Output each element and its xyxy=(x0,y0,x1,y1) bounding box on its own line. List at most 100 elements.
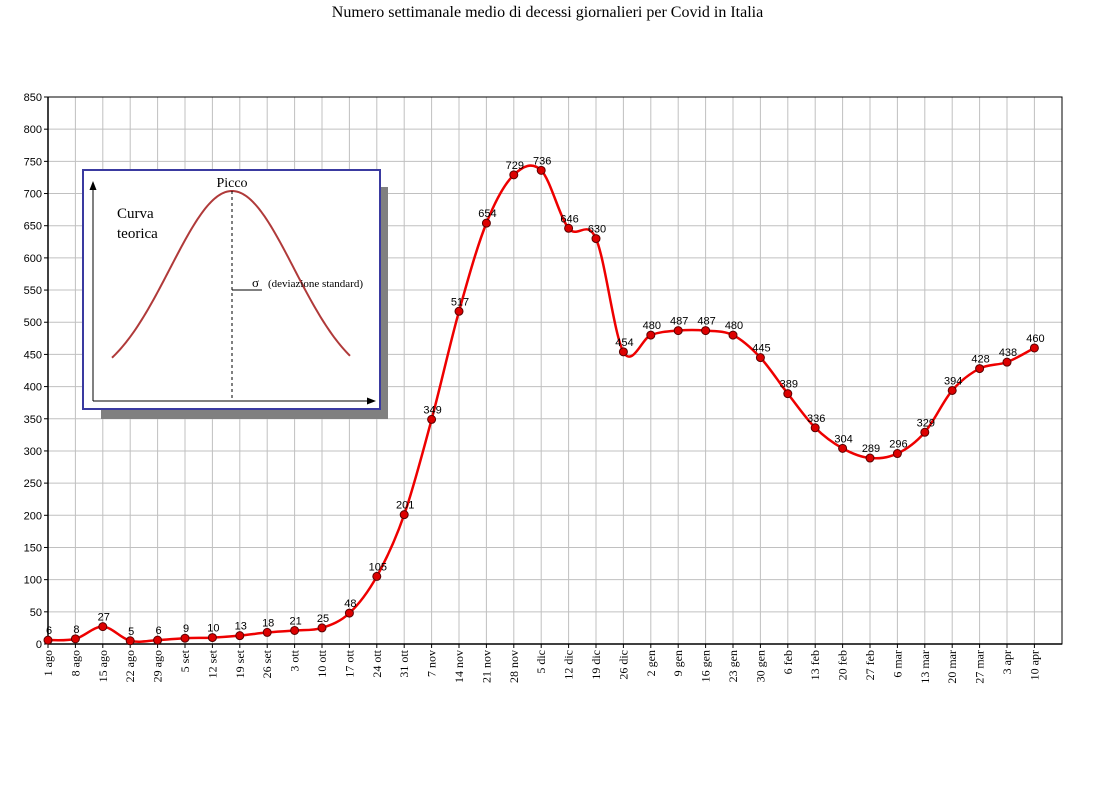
data-label: 6 xyxy=(156,625,162,637)
data-point xyxy=(810,423,820,433)
data-label: 454 xyxy=(615,337,633,349)
data-label: 646 xyxy=(560,213,578,225)
data-point xyxy=(838,443,848,453)
data-point xyxy=(372,571,382,581)
y-tick-label: 400 xyxy=(24,382,42,394)
data-label: 445 xyxy=(752,343,770,355)
data-point xyxy=(947,385,957,395)
data-label: 25 xyxy=(317,613,329,625)
x-tick-label: 3 ott xyxy=(288,649,302,671)
y-tick-label: 750 xyxy=(24,156,42,168)
x-tick-label: 20 mar xyxy=(945,650,959,684)
x-tick-label: 27 feb xyxy=(863,650,877,680)
x-tick-label: 31 ott xyxy=(397,649,411,677)
data-label: 428 xyxy=(971,354,989,366)
x-tick-label: 20 feb xyxy=(836,650,850,680)
data-label: 480 xyxy=(643,320,661,332)
data-point xyxy=(564,223,574,233)
data-point xyxy=(536,165,546,175)
x-tick-label: 22 ago xyxy=(123,650,137,682)
x-tick-label: 26 dic xyxy=(616,650,630,680)
data-point xyxy=(207,633,217,643)
data-label: 438 xyxy=(999,347,1017,359)
x-tick-labels: 1 ago 8 ago 15 ago 22 ago 29 ago 5 set 12 set 1… xyxy=(41,649,1041,683)
data-label: 9 xyxy=(183,623,189,635)
x-tick-label: 13 mar xyxy=(918,650,932,684)
data-label: 349 xyxy=(423,404,441,416)
data-labels: 6 8 27 5 6 9 10 13 18 21 25 48 105 201 349 517 654 729 736… xyxy=(46,155,1045,637)
data-point xyxy=(1029,343,1039,353)
y-tick-label: 50 xyxy=(30,607,42,619)
data-label: 296 xyxy=(889,439,907,451)
y-tick-label: 800 xyxy=(24,124,42,136)
data-point xyxy=(481,218,491,228)
y-tick-label: 150 xyxy=(24,542,42,554)
x-tick-label: 10 apr xyxy=(1027,650,1041,680)
data-label: 329 xyxy=(917,417,935,429)
data-point xyxy=(783,389,793,399)
x-tick-label: 30 gen xyxy=(753,650,767,682)
inset-bell-curve xyxy=(111,190,351,359)
data-point xyxy=(920,427,930,437)
data-point xyxy=(975,364,985,374)
chart-title: Numero settimanale medio di decessi gior… xyxy=(331,4,764,21)
x-tick-label: 2 gen xyxy=(644,650,658,676)
inset-peak-label: Picco xyxy=(216,176,247,191)
y-tick-label: 650 xyxy=(24,221,42,233)
x-tick-label: 3 apr xyxy=(1000,650,1014,674)
data-point xyxy=(673,326,683,336)
data-label: 336 xyxy=(807,413,825,425)
inset-theoretical-curve: Picco Curva teorica σ (deviazione standa… xyxy=(82,169,388,419)
data-point xyxy=(399,510,409,520)
x-tick-label: 8 ago xyxy=(68,650,82,676)
y-tick-label: 850 xyxy=(24,92,42,104)
data-point xyxy=(618,347,628,357)
inset-sigma-label: (deviazione standard) xyxy=(268,278,363,290)
data-point xyxy=(262,627,272,637)
axes xyxy=(44,96,1063,648)
x-tick-label: 27 mar xyxy=(973,650,987,684)
data-label: 289 xyxy=(862,443,880,455)
x-tick-label: 5 dic xyxy=(534,650,548,674)
data-label: 460 xyxy=(1026,333,1044,345)
y-tick-labels: 0 50 100 150 200 250 300 350 400 450 500 550 600 650 7… xyxy=(24,92,42,651)
data-label: 304 xyxy=(834,433,852,445)
data-label: 487 xyxy=(697,316,715,328)
data-label: 8 xyxy=(73,624,79,636)
data-point xyxy=(646,330,656,340)
x-tick-label: 24 ott xyxy=(370,649,384,677)
x-tick-label: 15 ago xyxy=(96,650,110,682)
y-tick-label: 100 xyxy=(24,575,42,587)
x-tick-label: 12 dic xyxy=(562,650,576,680)
data-label: 21 xyxy=(289,615,301,627)
x-tick-label: 6 feb xyxy=(781,650,795,674)
x-tick-label: 7 nov xyxy=(425,650,439,677)
inset-curve-label-line2: teorica xyxy=(117,226,158,242)
x-tick-label: 19 set xyxy=(233,649,247,678)
data-label: 13 xyxy=(235,621,247,633)
data-point xyxy=(509,170,519,180)
y-tick-label: 350 xyxy=(24,414,42,426)
y-tick-label: 250 xyxy=(24,478,42,490)
inset-y-arrow xyxy=(89,181,97,190)
y-tick-label: 600 xyxy=(24,253,42,265)
data-point xyxy=(43,635,53,645)
data-label: 5 xyxy=(128,626,134,638)
y-tick-label: 200 xyxy=(24,510,42,522)
x-tick-label: 9 gen xyxy=(671,650,685,676)
x-tick-label: 16 gen xyxy=(699,650,713,682)
x-tick-label: 23 gen xyxy=(726,650,740,682)
data-point xyxy=(70,634,80,644)
data-label: 18 xyxy=(262,617,274,629)
data-label: 201 xyxy=(396,500,414,512)
data-label: 654 xyxy=(478,208,496,220)
data-label: 105 xyxy=(369,561,387,573)
x-tick-label: 6 mar xyxy=(890,650,904,678)
data-point xyxy=(728,330,738,340)
data-point xyxy=(153,635,163,645)
y-tick-label: 700 xyxy=(24,189,42,201)
data-point xyxy=(591,234,601,244)
data-label: 389 xyxy=(780,379,798,391)
x-tick-label: 1 ago xyxy=(41,650,55,676)
